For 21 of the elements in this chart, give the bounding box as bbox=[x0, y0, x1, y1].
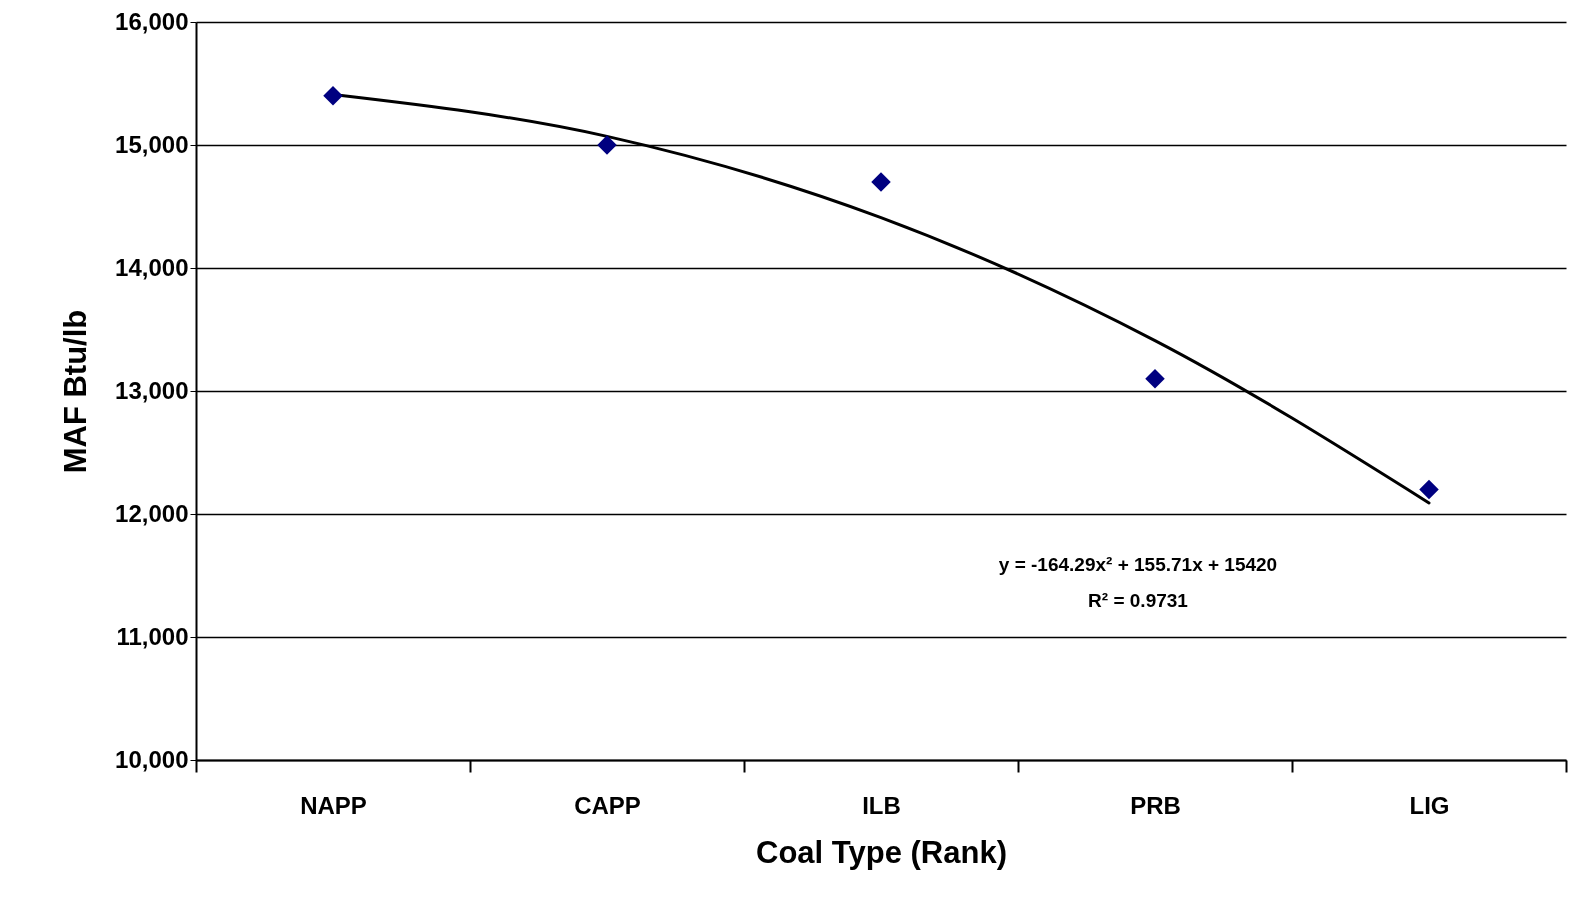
point bbox=[871, 172, 891, 192]
x-tick-label: PRB bbox=[1130, 791, 1181, 819]
y-tick-label: 15,000 bbox=[115, 130, 189, 158]
y-tick-label: 16,000 bbox=[115, 7, 189, 35]
x-tick-label: ILB bbox=[862, 791, 901, 819]
point bbox=[597, 135, 617, 155]
y-tick-label: 14,000 bbox=[115, 253, 189, 281]
y-tick-label: 10,000 bbox=[115, 745, 189, 773]
x-tick-label: CAPP bbox=[574, 791, 641, 819]
point bbox=[323, 86, 343, 106]
y-axis-title: MAF Btu/lb bbox=[58, 309, 94, 474]
point bbox=[1419, 479, 1439, 500]
x-tick-label: LIG bbox=[1409, 791, 1450, 819]
y-tick-label: 12,000 bbox=[115, 499, 189, 527]
y-tick-label: 11,000 bbox=[116, 622, 189, 650]
x-axis-title: Coal Type (Rank) bbox=[756, 834, 1007, 870]
annotation: R² = 0.9731 bbox=[1088, 590, 1189, 611]
annotation: y = -164.29x² + 155.71x + 15420 bbox=[998, 554, 1278, 575]
point bbox=[1145, 368, 1165, 389]
y-tick-label: 13,000 bbox=[115, 376, 189, 404]
x-tick-label: NAPP bbox=[300, 791, 367, 819]
